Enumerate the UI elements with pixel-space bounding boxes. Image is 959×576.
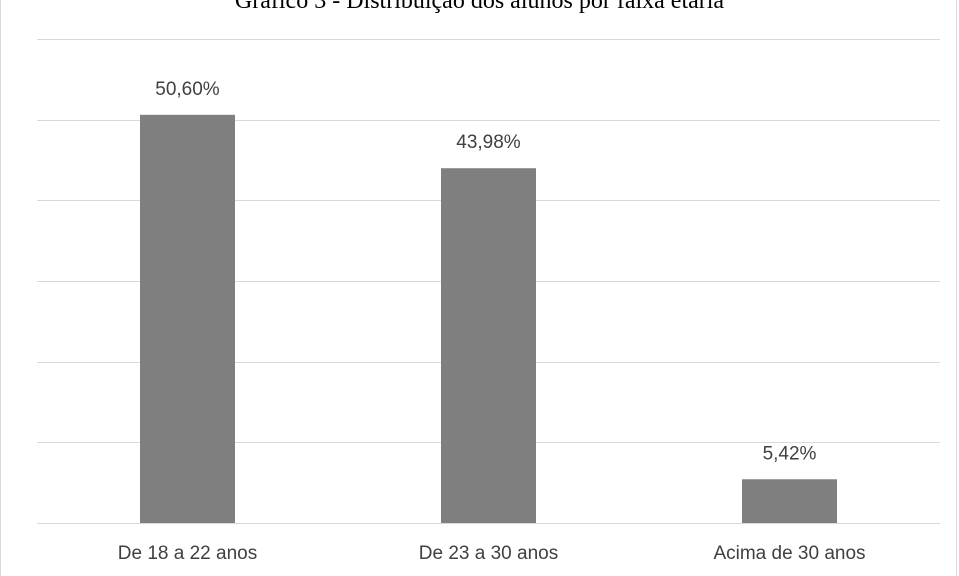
chart-title: Gráfico 3 - Distribuição dos alunos por … [234,0,725,14]
data-label: 50,60% [155,79,220,100]
x-tick-label: De 23 a 30 anos [419,543,558,564]
data-label: 5,42% [763,443,817,464]
data-label: 43,98% [456,132,521,153]
data-labels: 50,60% 43,98% 5,42% [155,79,816,464]
bar [140,114,235,524]
bars [140,114,837,524]
x-axis-tick-labels: De 18 a 22 anos De 23 a 30 anos Acima de 3… [118,543,866,564]
x-tick-label: Acima de 30 anos [713,543,865,564]
x-tick-label: De 18 a 22 anos [118,543,257,564]
bar [742,479,837,523]
bar [441,168,536,523]
